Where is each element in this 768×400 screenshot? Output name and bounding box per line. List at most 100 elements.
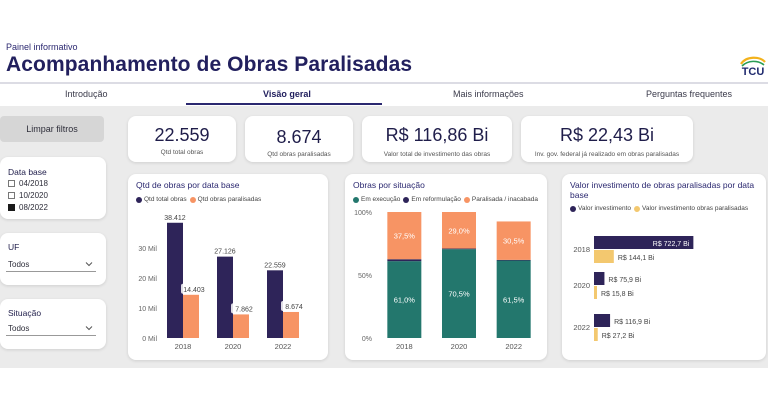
y-tick-label: 20 Mil bbox=[138, 276, 157, 283]
kpi-value: R$ 116,86 Bi bbox=[385, 125, 489, 145]
chart-title: Qtd de obras por data base bbox=[136, 180, 240, 190]
chart-title: Valor investimento de obras paralisadas … bbox=[570, 180, 755, 200]
tab-introducao[interactable]: Introdução bbox=[65, 89, 108, 99]
legend-label: Valor investimento obras paralisadas bbox=[642, 205, 749, 212]
data-label: R$ 144,1 Bi bbox=[618, 255, 655, 262]
legend-item: Qtd total obras bbox=[136, 196, 187, 203]
situacao-dropdown[interactable]: Todos bbox=[6, 321, 96, 336]
legend-dot-icon bbox=[136, 196, 142, 203]
tcu-logo: TCU bbox=[740, 56, 766, 78]
page-subtitle: Painel informativo bbox=[6, 42, 78, 52]
bar-total-obras bbox=[267, 270, 283, 338]
y-tick-label: 2022 bbox=[573, 323, 590, 332]
legend-item: Paralisada / inacabada bbox=[463, 196, 539, 203]
bar-valor-paralisadas bbox=[594, 328, 598, 341]
chart-legend: Em execução Em reformulação Paralisada /… bbox=[353, 196, 541, 203]
bar-valor-paralisadas bbox=[594, 250, 614, 263]
y-tick-label: 0% bbox=[362, 336, 372, 343]
option-label: 04/2018 bbox=[19, 179, 48, 188]
bar-total-obras bbox=[167, 222, 183, 338]
bar-obras-paralisadas bbox=[233, 314, 249, 338]
stacked-segment bbox=[442, 249, 476, 338]
y-tick-label: 2018 bbox=[573, 245, 590, 254]
tab-mais-informacoes[interactable]: Mais informações bbox=[453, 89, 524, 99]
checkbox-icon[interactable] bbox=[8, 180, 15, 187]
y-tick-label: 30 Mil bbox=[138, 246, 157, 253]
uf-dropdown[interactable]: Todos bbox=[6, 257, 96, 272]
stacked-segment bbox=[387, 212, 422, 260]
data-label: 61,5% bbox=[503, 295, 525, 304]
data-label: 29,0% bbox=[448, 226, 470, 235]
x-tick-label: 2020 bbox=[451, 342, 468, 351]
database-option-2018[interactable]: 04/2018 bbox=[8, 179, 48, 188]
data-label: R$ 75,9 Bi bbox=[608, 277, 641, 284]
data-label: 30,5% bbox=[503, 237, 525, 246]
tab-perguntas-frequentes[interactable]: Perguntas frequentes bbox=[646, 89, 733, 99]
x-tick-label: 2022 bbox=[275, 342, 292, 351]
tab-visao-geral[interactable]: Visão geral bbox=[263, 89, 311, 99]
filter-uf-label: UF bbox=[8, 242, 20, 252]
y-tick-label: 50% bbox=[358, 273, 372, 280]
legend-label: Em execução bbox=[361, 196, 401, 203]
data-label: 38.412 bbox=[164, 215, 186, 222]
active-tab-indicator bbox=[186, 103, 382, 105]
bar-total-obras bbox=[217, 256, 233, 338]
data-label: 27.126 bbox=[214, 249, 236, 256]
legend-item: Em reformulação bbox=[403, 196, 461, 203]
x-tick-label: 2020 bbox=[225, 342, 242, 351]
situacao-dropdown-value: Todos bbox=[8, 323, 30, 333]
bar-valor-investimento bbox=[594, 314, 611, 327]
chevron-down-icon bbox=[85, 262, 93, 267]
kpi-label: Qtd obras paralisadas bbox=[267, 151, 331, 158]
chart-title: Obras por situação bbox=[353, 180, 425, 190]
kpi-value: R$ 22,43 Bi bbox=[559, 125, 655, 145]
checkbox-icon[interactable] bbox=[8, 192, 15, 199]
bar-valor-paralisadas bbox=[594, 286, 597, 299]
data-label-bg bbox=[281, 300, 307, 311]
kpi-value: 8.674 bbox=[276, 127, 322, 147]
database-option-2020[interactable]: 10/2020 bbox=[8, 191, 48, 200]
header: Painel informativo Acompanhamento de Obr… bbox=[0, 0, 768, 84]
x-tick-label: 2022 bbox=[505, 342, 522, 351]
data-label: 14.403 bbox=[183, 287, 205, 294]
legend-item: Em execução bbox=[353, 196, 400, 203]
checkbox-checked-icon[interactable] bbox=[8, 204, 15, 211]
kpi-card-total-obras: 22.559 Qtd total obras bbox=[128, 116, 236, 162]
legend-dot-icon bbox=[189, 196, 196, 203]
legend-item: Valor investimento bbox=[570, 205, 631, 212]
clear-filters-button[interactable]: Limpar filtros bbox=[0, 116, 104, 142]
legend-label: Paralisada / inacabada bbox=[471, 196, 539, 203]
filter-situacao-card: Situação Todos bbox=[0, 299, 106, 349]
stacked-segment bbox=[496, 259, 531, 261]
legend-item: Valor investimento obras paralisadas bbox=[634, 205, 748, 212]
legend-dot-icon bbox=[403, 196, 410, 203]
legend-label: Em reformulação bbox=[411, 196, 461, 203]
database-option-2022[interactable]: 08/2022 bbox=[8, 203, 48, 212]
chart-obras-por-situacao: 0% 50% 100% 61,0% 37,5% 2018 70,5% 29,0% 2020 61,… bbox=[354, 210, 531, 351]
filter-situacao-label: Situação bbox=[8, 308, 42, 318]
chevron-down-icon bbox=[85, 326, 93, 331]
bar-obras-paralisadas bbox=[283, 311, 299, 338]
data-label: 7.862 bbox=[235, 306, 253, 313]
filter-database-label: Data base bbox=[8, 167, 47, 177]
legend-dot-icon bbox=[634, 205, 640, 212]
stacked-segment bbox=[442, 248, 476, 250]
data-label: 8.674 bbox=[285, 304, 303, 311]
legend-dot-icon bbox=[570, 205, 576, 212]
option-label: 08/2022 bbox=[19, 203, 48, 212]
page-title: Acompanhamento de Obras Paralisadas bbox=[6, 53, 413, 76]
data-label: R$ 27,2 Bi bbox=[602, 333, 635, 340]
stacked-segment bbox=[387, 261, 422, 338]
bar-obras-paralisadas bbox=[183, 294, 199, 338]
data-label-bg bbox=[231, 303, 257, 314]
x-tick-label: 2018 bbox=[396, 342, 413, 351]
filter-database-card: Data base 04/2018 10/2020 08/2022 bbox=[0, 157, 106, 219]
data-label: 22.559 bbox=[264, 262, 286, 269]
legend-label: Valor investimento bbox=[578, 205, 631, 212]
kpi-card-investimento-realizado: R$ 22,43 Bi Inv. gov. federal já realiza… bbox=[521, 116, 693, 162]
stacked-segment bbox=[442, 212, 476, 249]
legend-item: Qtd obras paralisadas bbox=[189, 196, 261, 203]
legend-dot-icon bbox=[463, 196, 470, 203]
chart-valor-investimento: 2018 R$ 722,7 Bi R$ 144,1 Bi 2020 R$ 75,9 Bi… bbox=[573, 236, 694, 341]
data-label: R$ 722,7 Bi bbox=[653, 241, 690, 248]
